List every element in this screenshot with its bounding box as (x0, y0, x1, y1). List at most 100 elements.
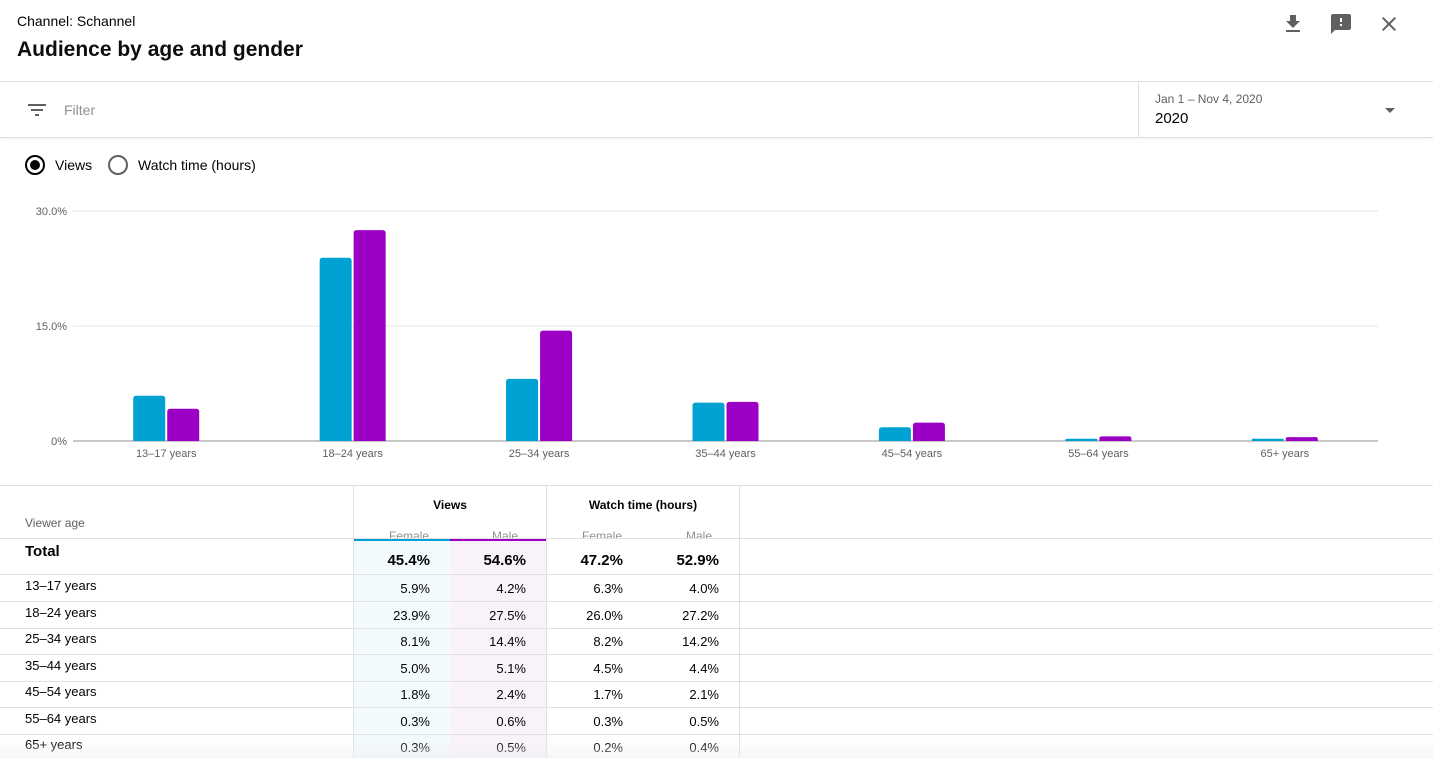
row-divider (0, 654, 1433, 655)
bar-female[interactable] (133, 395, 166, 441)
cell-male-views: 0.6% (496, 713, 526, 729)
bar-male[interactable] (1099, 436, 1132, 441)
cell-male-watch: 4.4% (689, 660, 719, 676)
cell-female-views: 0.3% (400, 740, 430, 755)
filter-bar: Jan 1 – Nov 4, 2020 2020 (0, 82, 1433, 138)
bar-male[interactable] (726, 401, 759, 441)
row-divider (0, 680, 1433, 682)
total-male-watch: 52.9% (676, 552, 719, 569)
row-label: 35–44 years (25, 657, 97, 673)
watch-time-radio-label: Watch time (hours) (138, 157, 256, 173)
cell-female-views: 23.9% (393, 607, 430, 623)
cell-female-watch: 26.0% (586, 607, 623, 623)
channel-label: Channel: Schannel (17, 13, 136, 29)
filter-icon[interactable] (25, 98, 49, 122)
date-range-label: Jan 1 – Nov 4, 2020 (1155, 92, 1263, 106)
bar-female[interactable] (1251, 438, 1284, 441)
x-tick-label: 65+ years (1260, 448, 1309, 460)
cell-female-watch: 4.5% (593, 660, 623, 676)
y-tick-label: 0% (51, 436, 67, 448)
row-divider (0, 733, 1433, 735)
radio-circle (108, 155, 128, 175)
column-divider (353, 486, 354, 758)
radio-dot (30, 160, 40, 170)
total-male-views: 54.6% (483, 552, 526, 569)
row-divider (0, 574, 1433, 575)
x-tick-label: 35–44 years (695, 448, 756, 460)
row-divider (0, 707, 1433, 708)
row-divider (0, 627, 1433, 629)
close-icon[interactable] (1377, 12, 1401, 36)
bar-female[interactable] (878, 427, 911, 441)
cell-female-views: 0.3% (400, 713, 430, 729)
views-radio-label: Views (55, 157, 93, 173)
cell-female-views: 5.9% (400, 581, 430, 596)
cell-male-views: 27.5% (489, 607, 526, 623)
row-label: 13–17 years (25, 578, 97, 593)
age-gender-bar-chart: 0% 15.0% 30.0% 13–17 years 18–24 years 25–34 … (36, 206, 1378, 460)
bar-male[interactable] (1285, 437, 1318, 441)
cell-female-views: 5.0% (400, 660, 430, 676)
cell-male-views: 2.4% (496, 687, 526, 702)
feedback-icon[interactable] (1329, 12, 1353, 36)
x-tick-label: 45–54 years (882, 448, 943, 460)
cell-male-views: 5.1% (496, 660, 526, 676)
total-label: Total (25, 543, 60, 560)
y-tick-label: 15.0% (36, 321, 67, 333)
row-label: 18–24 years (25, 604, 97, 620)
column-divider (546, 486, 547, 758)
row-label: 65+ years (25, 737, 83, 752)
cell-female-watch: 1.7% (593, 687, 623, 702)
cell-female-watch: 8.2% (593, 634, 623, 649)
x-tick-label: 13–17 years (136, 448, 197, 460)
row-divider (0, 601, 1433, 602)
bar-female[interactable] (506, 378, 539, 441)
cell-male-views: 0.5% (496, 740, 526, 755)
male-series-indicator (450, 538, 546, 541)
bar-female[interactable] (1065, 438, 1098, 441)
row-divider (0, 538, 1433, 539)
cell-female-watch: 0.2% (593, 740, 623, 755)
female-series-indicator (354, 538, 450, 541)
cell-male-watch: 27.2% (682, 607, 719, 623)
y-tick-label: 30.0% (36, 206, 67, 218)
row-label: 45–54 years (25, 684, 97, 699)
filter-input[interactable] (64, 98, 1114, 122)
cell-male-watch: 0.4% (689, 740, 719, 755)
dropdown-caret-icon (1380, 100, 1400, 120)
bar-male[interactable] (912, 422, 945, 441)
bar-male[interactable] (353, 230, 386, 441)
cell-female-watch: 0.3% (593, 713, 623, 729)
date-picker[interactable]: Jan 1 – Nov 4, 2020 2020 (1138, 82, 1433, 138)
female-watch-subheader[interactable]: Female (581, 529, 622, 539)
male-views-subheader[interactable]: Male (491, 529, 518, 539)
cell-male-views: 4.2% (496, 581, 526, 596)
column-divider (739, 486, 740, 758)
audience-table: Views Watch time (hours) Female Male Fem… (0, 485, 1433, 758)
bar-female[interactable] (319, 257, 352, 441)
cell-male-watch: 2.1% (689, 687, 719, 702)
viewer-age-header: Viewer age (25, 516, 85, 530)
download-icon[interactable] (1281, 12, 1305, 36)
cell-female-watch: 6.3% (593, 581, 623, 596)
bar-female[interactable] (692, 402, 725, 441)
cell-male-watch: 4.0% (689, 581, 719, 596)
bar-male[interactable] (540, 330, 573, 441)
x-tick-label: 18–24 years (322, 448, 383, 460)
cell-male-watch: 0.5% (689, 713, 719, 729)
cell-male-watch: 14.2% (682, 634, 719, 649)
date-value: 2020 (1155, 110, 1189, 127)
male-watch-subheader[interactable]: Male (685, 529, 712, 539)
bar-male[interactable] (167, 408, 200, 441)
radio-circle (25, 155, 45, 175)
cell-female-views: 8.1% (400, 634, 430, 649)
dialog-header: Channel: Schannel Audience by age and ge… (0, 0, 1433, 82)
total-female-watch: 47.2% (580, 552, 623, 569)
row-label: 25–34 years (25, 631, 97, 646)
row-label: 55–64 years (25, 710, 97, 726)
female-views-subheader[interactable]: Female (388, 529, 429, 539)
watch-time-group-header: Watch time (hours) (588, 498, 698, 512)
cell-male-views: 14.4% (489, 634, 526, 649)
total-female-views: 45.4% (387, 552, 430, 569)
cell-female-views: 1.8% (400, 687, 430, 702)
